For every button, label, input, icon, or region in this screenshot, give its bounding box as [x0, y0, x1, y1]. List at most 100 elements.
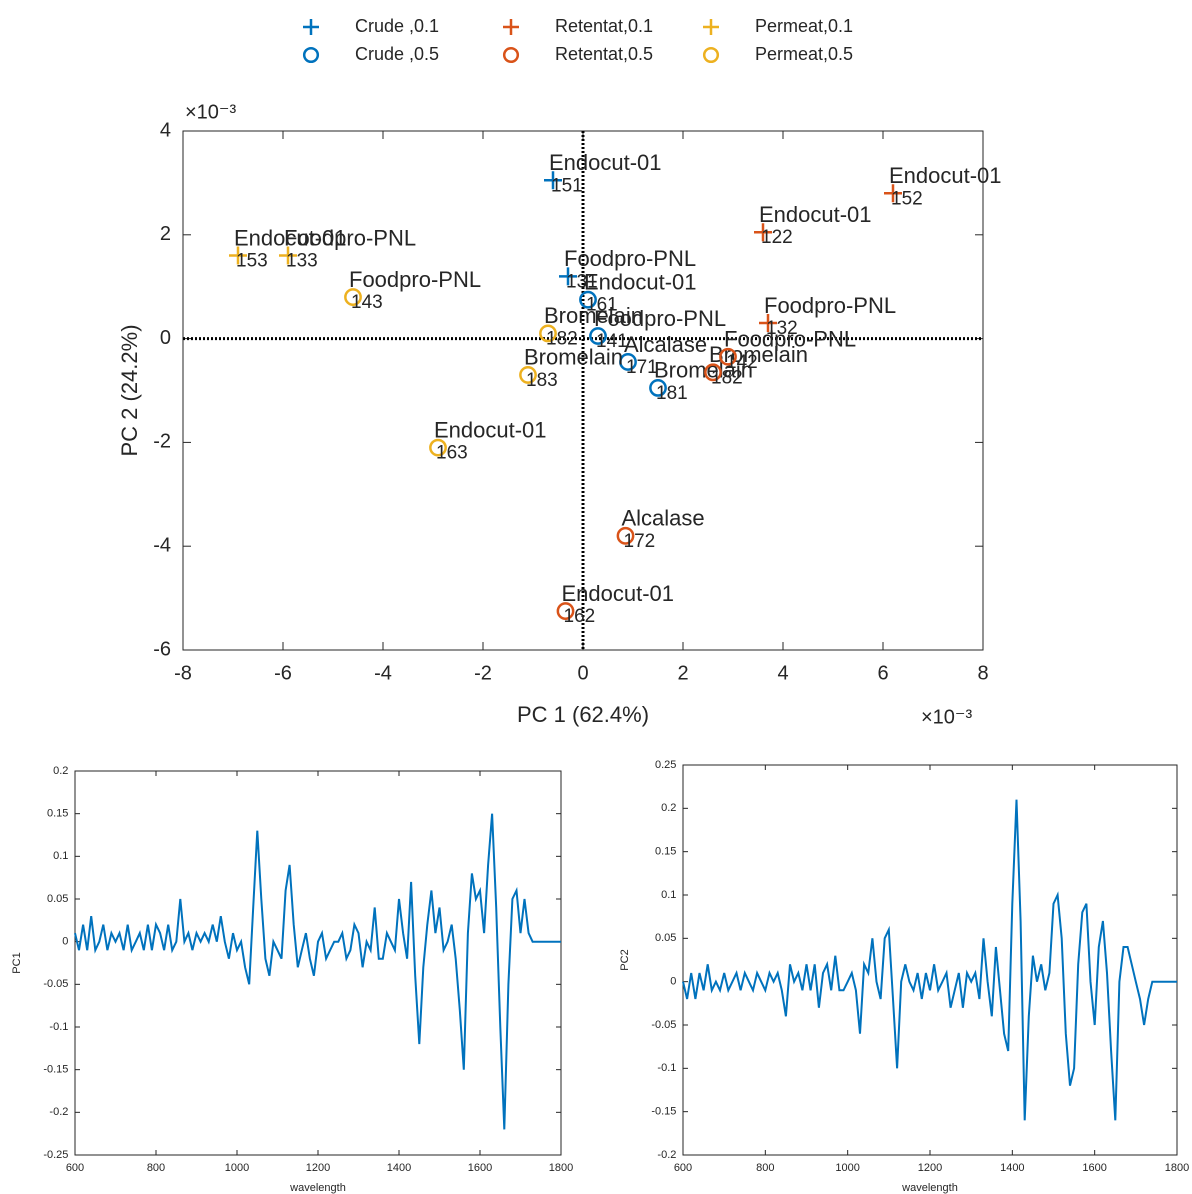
y-tick-label: 0.05	[655, 932, 676, 944]
x-tick-label: -2	[474, 662, 492, 684]
y-tick-label: -0.25	[43, 1149, 68, 1161]
point-label: Endocut-01	[584, 269, 697, 294]
x-tick-label: 8	[977, 662, 988, 684]
x-tick-label: 600	[674, 1162, 692, 1174]
x-tick-label: 1200	[918, 1162, 942, 1174]
x-axis-label: wavelength	[901, 1182, 958, 1194]
x-tick-label: 6	[877, 662, 888, 684]
y-tick-label: -0.2	[49, 1106, 68, 1118]
y-tick-label: -0.15	[43, 1064, 68, 1076]
x-tick-label: 4	[777, 662, 788, 684]
y-tick-label: 0.2	[53, 765, 68, 777]
point-label: Endocut-01	[759, 202, 872, 227]
y-tick-label: 4	[160, 119, 171, 141]
point-id: 141	[596, 331, 628, 352]
x-tick-label: 600	[66, 1162, 84, 1174]
plus-marker	[544, 171, 562, 190]
y-tick-label: 0.15	[655, 846, 676, 858]
circle-marker	[649, 379, 667, 397]
point-id: 162	[564, 606, 596, 627]
point-label: Alcalase	[624, 332, 707, 357]
y-axis-label: PC 2 (24.2%)	[117, 324, 142, 456]
point-label: Endocut-01	[549, 150, 662, 175]
x-scale-label: ×10⁻³	[921, 706, 972, 728]
point-label: Bromelain	[544, 303, 643, 328]
point-id: 132	[766, 318, 798, 339]
y-tick-label: -6	[153, 638, 171, 660]
point-id: 182	[711, 367, 743, 388]
legend-marker	[703, 19, 719, 35]
circle-marker	[589, 327, 607, 345]
legend-label: Permeat,0.5	[755, 44, 853, 64]
x-tick-label: 800	[147, 1162, 165, 1174]
y-tick-label: -4	[153, 534, 171, 556]
y-tick-label: 0	[670, 976, 676, 988]
point-label: Foodpro-PNL	[764, 293, 896, 318]
x-tick-label: 0	[577, 662, 588, 684]
x-tick-label: 1200	[306, 1162, 330, 1174]
point-label: Endocut-01	[234, 225, 347, 250]
point-id: 172	[624, 531, 656, 552]
legend-label: Retentat,0.1	[555, 16, 653, 36]
y-tick-label: 0.1	[661, 889, 676, 901]
legend-marker	[303, 19, 319, 35]
y-tick-label: -0.05	[651, 1019, 676, 1031]
point-id: 183	[526, 370, 558, 391]
point-label: Endocut-01	[889, 163, 1002, 188]
y-tick-label: -2	[153, 431, 171, 453]
legend-label: Crude ,0.1	[355, 16, 439, 36]
y-scale-label: ×10⁻³	[185, 101, 236, 123]
x-tick-label: 2	[677, 662, 688, 684]
x-tick-label: 1800	[549, 1162, 573, 1174]
x-tick-label: 1000	[835, 1162, 859, 1174]
y-tick-label: 0.1	[53, 850, 68, 862]
plus-marker	[279, 246, 297, 265]
x-tick-label: 1600	[1082, 1162, 1106, 1174]
legend-marker	[302, 46, 320, 64]
x-tick-label: 1800	[1165, 1162, 1189, 1174]
x-tick-label: -8	[174, 662, 192, 684]
legend-marker	[502, 46, 520, 64]
x-tick-label: -6	[274, 662, 292, 684]
point-label: Bromelain	[524, 345, 623, 370]
y-tick-label: 2	[160, 223, 171, 245]
x-tick-label: 1400	[387, 1162, 411, 1174]
circle-marker	[519, 366, 537, 384]
x-tick-label: -4	[374, 662, 392, 684]
x-axis-label: PC 1 (62.4%)	[517, 702, 649, 727]
plot-frame	[74, 770, 562, 1156]
legend-marker	[702, 46, 720, 64]
y-tick-label: 0.15	[47, 808, 68, 820]
point-id: 152	[891, 188, 923, 209]
plus-marker	[754, 223, 772, 242]
point-id: 131	[566, 271, 598, 292]
point-id: 161	[586, 295, 618, 316]
point-label: Foodpro-PNL	[724, 327, 856, 352]
circle-marker	[704, 363, 722, 382]
y-tick-label: 0.2	[661, 802, 676, 814]
point-id: 133	[286, 251, 318, 272]
point-label: Alcalase	[622, 506, 705, 531]
point-id: 151	[551, 175, 583, 196]
plot-frame	[682, 764, 1178, 1156]
y-tick-label: -0.05	[43, 978, 68, 990]
circle-marker	[344, 288, 362, 306]
y-tick-label: 0	[160, 327, 171, 349]
plus-marker	[759, 314, 777, 333]
y-tick-label: 0.25	[655, 759, 676, 771]
legend-label: Permeat,0.1	[755, 16, 853, 36]
point-id: 181	[656, 383, 688, 404]
circle-marker	[579, 290, 597, 309]
point-label: Foodpro-PNL	[564, 246, 696, 271]
circle-marker	[719, 347, 737, 366]
point-id: 143	[351, 292, 383, 313]
y-tick-label: 0	[62, 936, 68, 948]
point-label: Foodpro-PNL	[284, 225, 416, 250]
circle-marker	[539, 324, 557, 343]
point-id: 153	[236, 251, 268, 272]
x-tick-label: 800	[756, 1162, 774, 1174]
point-label: Bromelain	[654, 358, 753, 383]
point-label: Foodpro-PNL	[594, 306, 726, 331]
circle-marker	[616, 526, 635, 545]
